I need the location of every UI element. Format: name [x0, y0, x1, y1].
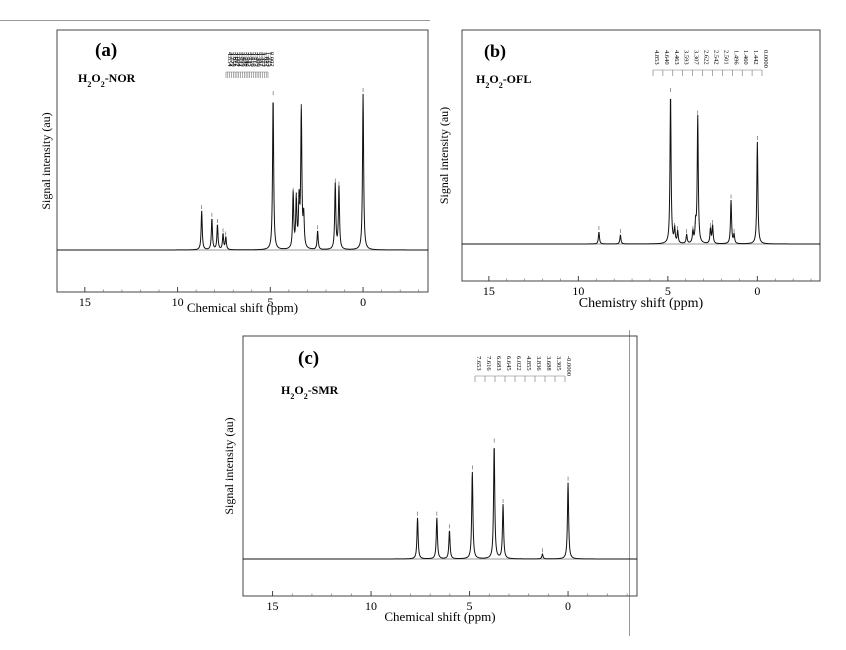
panel-c-peak-annotation-1: 7.616 — [485, 356, 492, 371]
panel-c-sample-label: H2O2-SMR — [281, 383, 339, 401]
panel-a-peak-annotation-11: 3.425 — [246, 52, 253, 67]
panel-a-peak-annotation-19: 3.373 — [261, 52, 268, 67]
panel-c-peak-annotation-2: 6.683 — [495, 356, 502, 371]
panel-c-peak-annotation-6: 3.836 — [535, 356, 542, 371]
panel-a-x-axis-label: Chemical shift (ppm) — [187, 300, 298, 315]
panel-a-peak-annotation-14: 3.413 — [252, 52, 259, 67]
panel-c-x-tick-label-0: 15 — [267, 599, 279, 613]
panel-b-peak-annotation-11: 0.0000 — [762, 50, 769, 68]
panel-a-peak-annotation-18: 3.377 — [259, 52, 266, 67]
panel-a-peak-annotation-7: 3.505 — [239, 52, 246, 67]
panel-a-peak-annotation-20: 1.622 — [263, 52, 270, 67]
panel-a-peak-annotation-0: 4.854 — [226, 52, 233, 67]
panel-b-peak-annotation-7: 2.501 — [722, 50, 729, 65]
panel-b-label: (b) — [484, 41, 506, 62]
panel-c-peak-annotation-9: -0.0000 — [565, 356, 572, 376]
panel-b-peak-annotation-9: 1.460 — [742, 50, 749, 65]
panel-a-peak-annotation-5: 3.564 — [235, 52, 242, 67]
panel-a-peak-annotation-23: 0.002 — [268, 52, 275, 67]
panel-b-peak-annotation-8: 1.496 — [732, 50, 739, 65]
panel-c-peak-annotation-7: 3.688 — [545, 356, 552, 371]
panel-a-peak-annotation-1: 3.772 — [228, 52, 235, 67]
panel-a-peak-annotation-21: 1.413 — [264, 52, 271, 67]
panel-c-label: (c) — [298, 348, 319, 369]
panel-c-peak-annotation-4: 6.022 — [515, 356, 522, 371]
panel-c-peak-annotation-0: 7.653 — [475, 356, 482, 371]
panel-b-x-axis-label: Chemistry shift (ppm) — [579, 296, 704, 311]
panel-b-y-axis-label: Signal intensity (au) — [437, 107, 451, 204]
panel-c-y-axis-label: Signal intensity (au) — [222, 417, 236, 514]
panel-b: 15 10 5 0 4.853 4.640 4.463 3.593 3.307 2.622 2.5… — [437, 29, 821, 311]
panel-c-peak-annotation-8: 3.305 — [555, 356, 562, 371]
panel-b-peak-annotation-6: 2.542 — [712, 50, 719, 65]
panel-b-frame — [461, 29, 821, 282]
panel-c-peak-annotations: 7.653 7.616 6.683 6.645 6.022 4.855 3.836 3.688… — [474, 356, 572, 382]
panel-b-peak-annotation-4: 3.307 — [693, 50, 700, 65]
panel-c-x-tick-label-2: 5 — [467, 599, 473, 613]
panel-a-spectrum-line — [57, 93, 428, 251]
panel-b-peak-marks — [598, 88, 758, 233]
panel-a: 15 10 5 0 4.8543.7723.7503.6113.6023.5643.5… — [39, 29, 429, 315]
panel-b-sample-label: H2O2-OFL — [476, 72, 531, 90]
panel-a-peak-annotation-12: 3.419 — [248, 52, 255, 67]
panel-a-x-tick-label-2: 5 — [267, 295, 273, 309]
panel-a-x-tick-label-1: 10 — [172, 295, 184, 309]
panel-c-x-ticks: 15 10 5 0 — [267, 591, 628, 613]
panel-a-sample-label: H2O2-NOR — [78, 71, 136, 89]
panel-c-x-tick-label-3: 0 — [565, 599, 571, 613]
panel-b-peak-annotation-1: 4.640 — [663, 50, 670, 65]
panel-c-x-tick-label-1: 10 — [365, 599, 377, 613]
panel-c-peak-marks — [417, 438, 569, 553]
panel-a-label: (a) — [95, 40, 117, 61]
panel-a-x-ticks: 15 10 5 0 — [79, 287, 420, 309]
panel-c-peak-annotation-5: 4.855 — [525, 356, 532, 371]
panel-b-x-ticks: 15 10 5 0 — [483, 276, 812, 298]
panel-b-peak-annotation-3: 3.593 — [683, 50, 690, 65]
panel-a-peak-annotation-17: 3.382 — [257, 52, 264, 67]
panel-a-peak-annotation-4: 3.602 — [233, 52, 240, 67]
panel-b-x-tick-label-1: 10 — [572, 284, 584, 298]
panel-a-peak-annotation-16: 3.386 — [255, 52, 262, 67]
panel-a-peak-annotation-22: 1.225 — [266, 52, 273, 67]
panel-b-peak-annotations: 4.853 4.640 4.463 3.593 3.307 2.622 2.542 2.501… — [652, 50, 769, 76]
panel-a-peak-annotation-6: 3.532 — [237, 52, 244, 67]
panel-b-peak-annotation-10: 1.442 — [752, 50, 759, 65]
panel-b-x-tick-label-3: 0 — [754, 284, 760, 298]
panel-a-frame — [56, 29, 429, 293]
panel-a-peak-marks — [201, 88, 364, 236]
panel-a-x-tick-label-0: 15 — [79, 295, 91, 309]
panel-a-peak-annotation-3: 3.611 — [231, 52, 238, 66]
panel-c-x-axis-label: Chemical shift (ppm) — [384, 609, 495, 624]
panel-a-peak-annotation-13: 3.416 — [250, 52, 257, 67]
panel-a-peak-annotation-9: 3.449 — [242, 52, 249, 67]
panel-a-peak-annotation-2: 3.750 — [230, 52, 237, 67]
panel-c-spectrum-line — [243, 448, 637, 560]
panel-b-peak-annotation-2: 4.463 — [673, 50, 680, 65]
panel-a-y-axis-label: Signal intensity (au) — [39, 112, 53, 209]
panel-a-peak-annotation-15: 3.409 — [253, 52, 260, 67]
panel-a-peak-annotation-10: 3.442 — [244, 52, 251, 67]
panel-a-peak-annotations: 4.8543.7723.7503.6113.6023.5643.5323.505… — [225, 52, 275, 78]
panel-b-peak-annotation-0: 4.853 — [653, 50, 660, 65]
panel-a-peak-annotation-8: 3.478 — [241, 52, 248, 67]
panel-c: 15 10 5 0 7.653 7.616 6.683 6.645 6.022 4.855 3.8… — [222, 335, 638, 624]
panel-a-x-tick-label-3: 0 — [360, 295, 366, 309]
panel-b-x-tick-label-2: 5 — [665, 284, 671, 298]
panel-b-spectrum-line — [462, 98, 820, 245]
panel-c-peak-annotation-3: 6.645 — [505, 356, 512, 371]
panel-c-frame — [242, 335, 638, 597]
panel-b-peak-annotation-5: 2.622 — [703, 50, 710, 65]
panel-b-x-tick-label-0: 15 — [483, 284, 495, 298]
